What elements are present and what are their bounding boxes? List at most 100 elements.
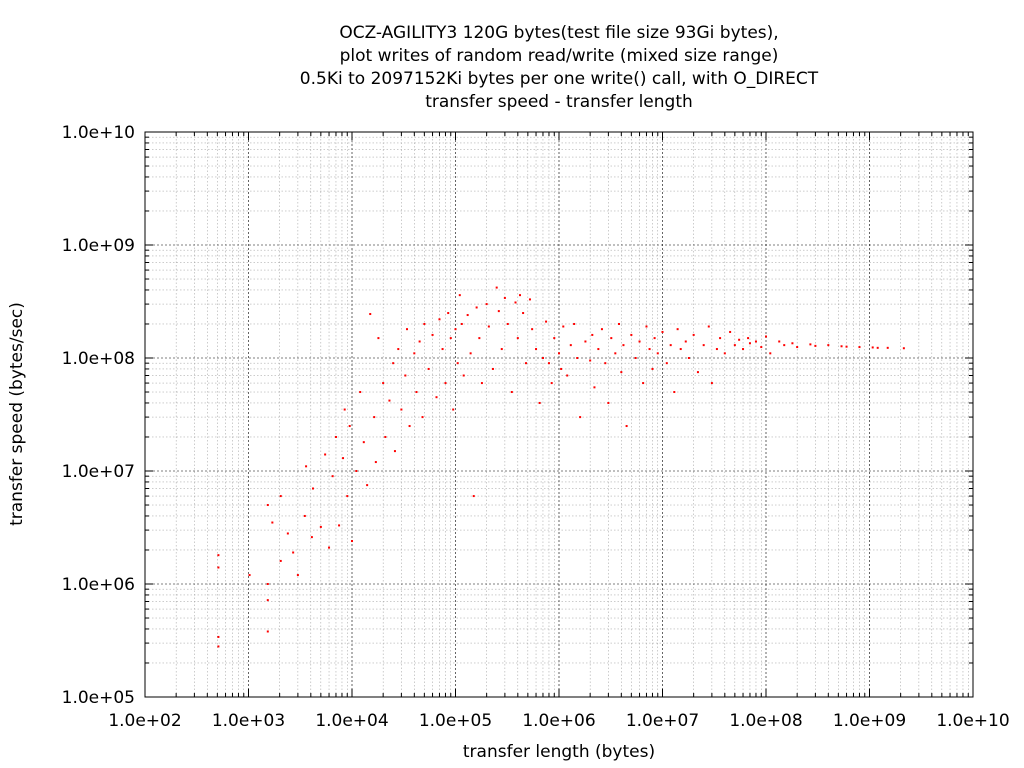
x-tick-label: 1.0e+04 (315, 711, 388, 731)
scatter-point (710, 382, 713, 385)
scatter-point (319, 525, 322, 528)
scatter-point (687, 357, 690, 359)
title-line: plot writes of random read/write (mixed … (340, 46, 779, 66)
scatter-point (562, 325, 565, 328)
scatter-point (566, 374, 569, 377)
scatter-point (491, 367, 494, 370)
scatter-point (597, 348, 600, 351)
scatter-point (665, 362, 668, 365)
scatter-point (217, 566, 220, 569)
scatter-point (279, 495, 282, 498)
scatter-point (331, 475, 334, 478)
scatter-point (342, 457, 345, 460)
scatter-point (584, 340, 587, 343)
scatter-point (579, 416, 582, 419)
scatter-point (475, 306, 478, 309)
scatter-point (591, 333, 594, 336)
scatter-point (576, 357, 579, 359)
scatter-point (427, 367, 430, 370)
scatter-point (292, 551, 295, 554)
scatter-point (404, 374, 407, 377)
scatter-point (840, 345, 843, 348)
scatter-point (413, 352, 416, 355)
scatter-point (630, 333, 633, 336)
scatter-point (522, 312, 525, 315)
scatter-point (845, 345, 848, 348)
scatter-point (541, 357, 544, 359)
scatter-point (702, 344, 705, 347)
scatter-point (796, 346, 799, 349)
scatter-point (656, 352, 659, 355)
scatter-point (447, 312, 450, 315)
scatter-point (748, 342, 751, 345)
scatter-point (814, 344, 817, 347)
y-tick-label: 1.0e+07 (62, 462, 135, 482)
scatter-point (248, 574, 251, 577)
scatter-point (648, 348, 651, 351)
scatter-point (902, 347, 905, 350)
scatter-point (384, 435, 387, 438)
scatter-point (876, 346, 879, 349)
scatter-point (589, 359, 592, 362)
scatter-point (614, 352, 617, 355)
scatter-point (778, 340, 781, 343)
scatter-point (478, 337, 481, 340)
scatter-point (531, 328, 534, 331)
data-points (217, 286, 905, 648)
scatter-point (738, 338, 741, 341)
scatter-point (497, 310, 500, 313)
scatter-point (406, 328, 409, 331)
scatter-point (525, 362, 528, 365)
scatter-point (359, 391, 362, 394)
scatter-point (547, 362, 550, 365)
scatter-point (676, 328, 679, 331)
x-tick-label: 1.0e+03 (212, 711, 285, 731)
scatter-point (458, 294, 461, 297)
scatter-point (715, 348, 718, 351)
scatter-point (760, 346, 763, 349)
scatter-point (334, 435, 337, 438)
scatter-point (444, 382, 447, 385)
scatter-point (638, 340, 641, 343)
chart-title: OCZ-AGILITY3 120G bytes(test file size 9… (300, 23, 819, 112)
y-tick-label: 1.0e+08 (62, 349, 135, 369)
scatter-point (593, 386, 596, 389)
scatter-point (271, 521, 274, 524)
scatter-point (742, 348, 745, 351)
scatter-point (441, 348, 444, 351)
scatter-point (460, 322, 463, 325)
scatter-point (607, 401, 610, 404)
scatter-point (382, 382, 385, 385)
scatter-point (348, 425, 351, 428)
scatter-point (355, 470, 358, 472)
scatter-point (538, 401, 541, 404)
scatter-point (886, 346, 889, 349)
scatter-point (516, 337, 519, 340)
scatter-point (550, 382, 553, 385)
scatter-point (783, 344, 786, 347)
scatter-point (729, 330, 732, 333)
scatter-point (625, 425, 628, 428)
scatter-point (558, 352, 560, 355)
scatter-point (449, 337, 452, 340)
x-tick-label: 1.0e+02 (108, 711, 181, 731)
title-line: OCZ-AGILITY3 120G bytes(test file size 9… (339, 23, 778, 43)
scatter-point (456, 362, 459, 365)
scatter-point (452, 408, 455, 411)
scatter-point (871, 346, 874, 349)
scatter-point (217, 635, 220, 638)
axis-ticks: 1.0e+02 1.0e+03 1.0e+04 1.0e+05 1.0e+06 1.0e+… (62, 123, 1010, 731)
scatter-point (362, 441, 365, 444)
scatter-point (310, 536, 313, 539)
scatter-point (642, 382, 645, 385)
scatter-point (305, 465, 308, 468)
scatter-point (519, 294, 522, 297)
scatter-point (535, 348, 538, 351)
scatter-point (669, 344, 672, 347)
scatter-point (769, 352, 772, 355)
scatter-point (454, 328, 457, 331)
scatter-point (692, 333, 695, 336)
scatter-point (610, 337, 613, 340)
